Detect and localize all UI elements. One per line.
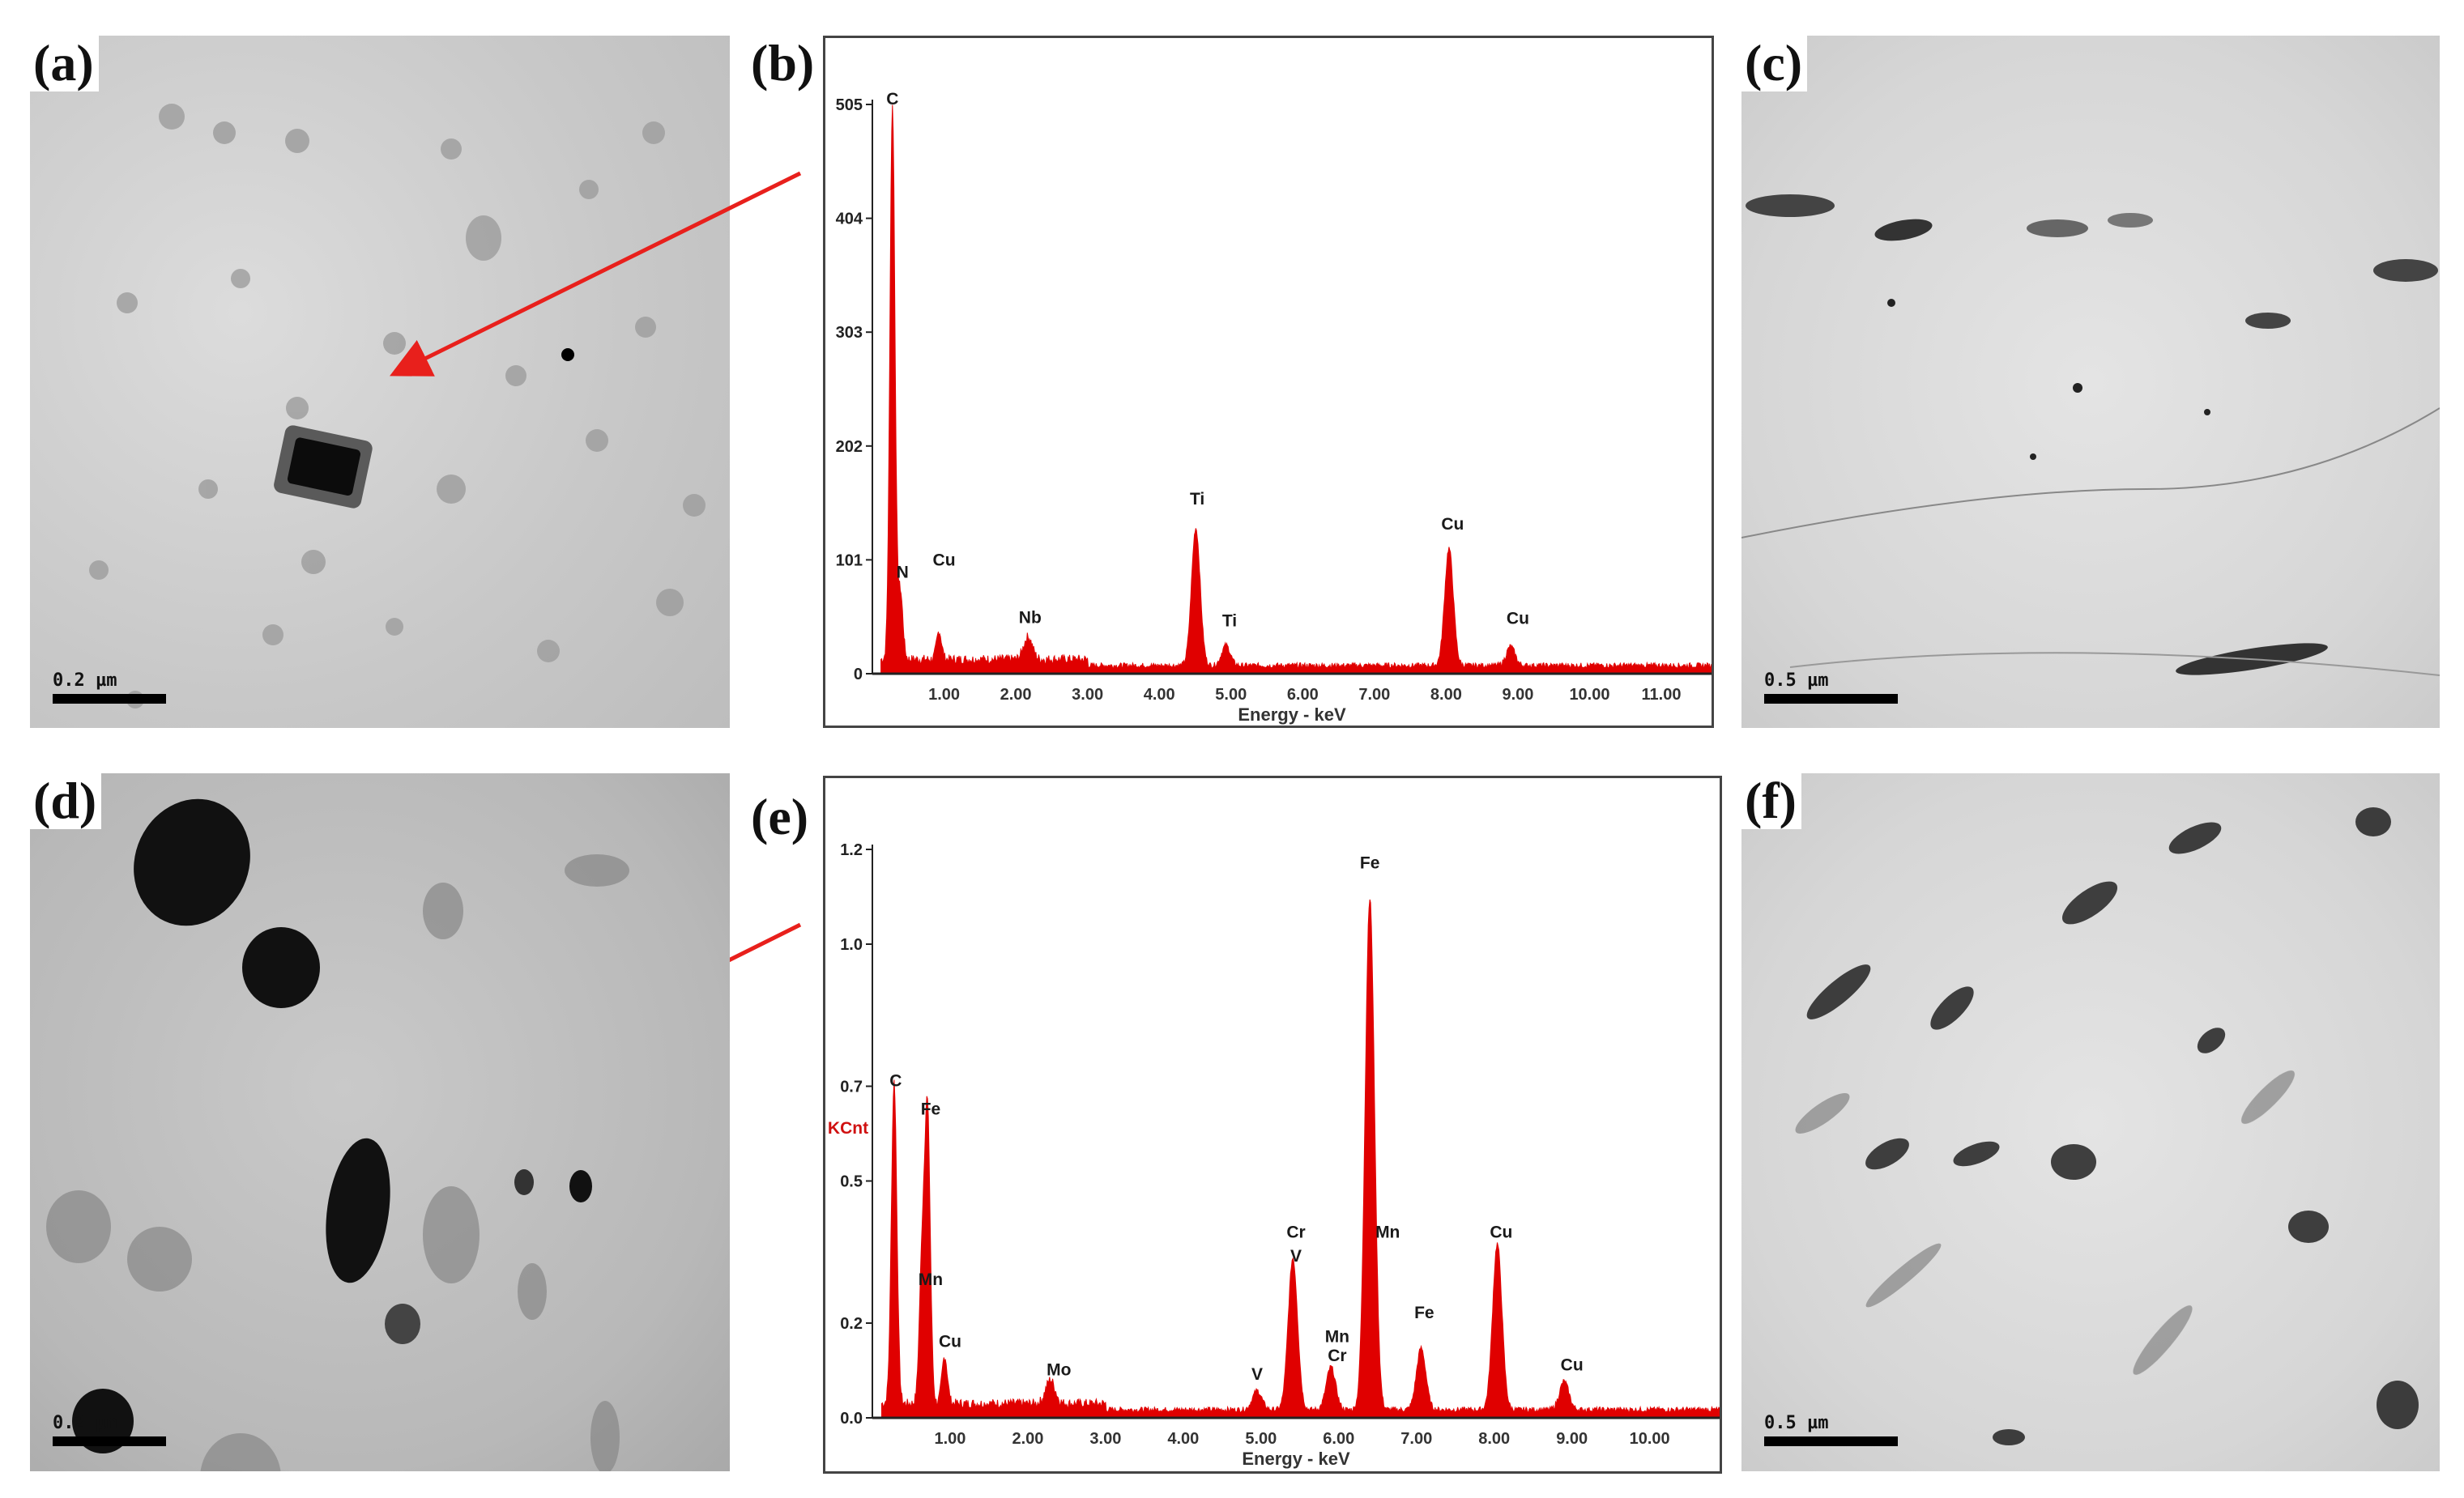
x-tick-label: 9.00: [1502, 686, 1533, 704]
x-tick-label: 8.00: [1478, 1430, 1510, 1448]
peak-label: Cr: [1328, 1347, 1346, 1365]
y-tick-label: 0.0: [840, 1410, 863, 1428]
scale-bar-d: 0.2 µm: [53, 1413, 166, 1446]
peak-label: Cu: [933, 551, 956, 569]
eds-spectrum-b: 0 101 202 303 404 505 1.00 2.00 3.00 4.00 5.00 6.00…: [823, 36, 1714, 728]
x-tick-label: 1.00: [934, 1430, 966, 1448]
peak-label: Cu: [939, 1332, 961, 1351]
eds-chart-b-svg: 0 101 202 303 404 505 1.00 2.00 3.00 4.00 5.00 6.00…: [836, 90, 1712, 725]
scale-bar-c: 0.5 µm: [1764, 670, 1898, 704]
panel-label-d: (d): [30, 773, 102, 830]
y-tick-label: 0.2: [840, 1315, 863, 1333]
peak-label: V: [1290, 1247, 1302, 1266]
x-tick-label: 2.00: [1012, 1430, 1043, 1448]
cuboid-precipitate: [274, 425, 373, 509]
peak-label: C: [889, 1072, 902, 1091]
eds-spectrum-e: 0.0 0.2 0.5 0.7 1.0 1.2 1.00 2.00 3.00 4.00 5.00 6.…: [823, 776, 1722, 1474]
peak-label: Ti: [1222, 612, 1237, 631]
peak-label: N: [897, 564, 909, 582]
peak-label: Cu: [1441, 515, 1464, 534]
peak-label: Ti: [1190, 490, 1204, 509]
y-tick-label: 202: [836, 438, 863, 456]
peak-label: Mn: [919, 1270, 943, 1289]
peak-label: Cu: [1507, 610, 1529, 628]
scale-bar-line-d: [53, 1436, 166, 1446]
eds-chart-e-svg: 0.0 0.2 0.5 0.7 1.0 1.2 1.00 2.00 3.00 4.00 5.00 6.…: [828, 841, 1720, 1469]
peak-label: Fe: [1360, 853, 1380, 872]
scale-bar-line-f: [1764, 1436, 1898, 1446]
x-tick-label: 4.00: [1167, 1430, 1199, 1448]
y-tick-label: 303: [836, 324, 863, 342]
tem-image-c: (c) 0.5 µm: [1741, 36, 2440, 728]
x-tick-label: 2.00: [1000, 686, 1032, 704]
y-tick-label: 0: [854, 666, 863, 683]
x-tick-label: 11.00: [1642, 686, 1682, 704]
peak-label: Fe: [1414, 1304, 1434, 1322]
panel-label-e: (e): [748, 789, 814, 846]
y-tick-label: 1.0: [840, 936, 863, 954]
y-tick-label: 0.7: [840, 1079, 863, 1096]
x-tick-label: 3.00: [1072, 686, 1103, 704]
x-tick-label: 5.00: [1215, 686, 1247, 704]
tem-image-f: (f) 0.5 µm: [1741, 773, 2440, 1471]
y-axis-label: KCnt: [828, 1119, 868, 1138]
x-tick-label: 9.00: [1556, 1430, 1588, 1448]
peak-label: Nb: [1019, 608, 1042, 627]
peak-label: Cu: [1561, 1356, 1584, 1375]
x-tick-label: 4.00: [1144, 686, 1175, 704]
x-tick-label: 6.00: [1287, 686, 1319, 704]
peak-label: Cu: [1490, 1224, 1512, 1242]
peak-label: Fe: [921, 1100, 941, 1119]
peak-label: Mn: [1375, 1224, 1400, 1242]
tem-image-d: (d) 0.2 µm: [30, 773, 730, 1471]
peak-label: V: [1251, 1365, 1263, 1384]
y-tick-label: 505: [836, 96, 863, 114]
x-tick-label: 7.00: [1400, 1430, 1432, 1448]
scale-bar-text-a: 0.2 µm: [53, 670, 117, 691]
tem-texture-f: [1795, 807, 2419, 1445]
scale-bar-line-a: [53, 694, 166, 704]
x-tick-label: 7.00: [1358, 686, 1390, 704]
panel-label-a: (a): [30, 36, 99, 92]
y-tick-label: 0.5: [840, 1173, 863, 1191]
panel-label-b: (b): [748, 36, 820, 92]
y-tick-label: 101: [836, 551, 863, 569]
panel-label-c: (c): [1741, 36, 1808, 92]
tem-texture-c: [1741, 194, 2440, 676]
spectrum-fill: [880, 899, 1720, 1419]
x-tick-label: 1.00: [928, 686, 960, 704]
peak-label: Cr: [1286, 1224, 1305, 1242]
peak-label: C: [886, 90, 898, 109]
scale-bar-text-f: 0.5 µm: [1764, 1413, 1829, 1433]
x-axis-label: Energy - keV: [1242, 1449, 1350, 1469]
tem-texture-d: [46, 798, 629, 1471]
tem-texture-a: [89, 104, 706, 709]
spectrum-fill: [880, 104, 1712, 675]
scale-bar-a: 0.2 µm: [53, 670, 166, 704]
peak-label: Mn: [1325, 1327, 1349, 1346]
scale-bar-text-c: 0.5 µm: [1764, 670, 1829, 691]
y-tick-label: 1.2: [840, 841, 863, 859]
x-tick-label: 3.00: [1089, 1430, 1121, 1448]
scale-bar-f: 0.5 µm: [1764, 1413, 1898, 1446]
tem-image-a: (a) 0.2 µm: [30, 36, 730, 728]
x-tick-label: 6.00: [1323, 1430, 1354, 1448]
scale-bar-line-c: [1764, 694, 1898, 704]
peak-label: Mo: [1047, 1360, 1071, 1379]
panel-label-f: (f): [1741, 773, 1801, 830]
x-tick-label: 8.00: [1430, 686, 1462, 704]
scale-bar-text-d: 0.2 µm: [53, 1413, 117, 1433]
y-tick-label: 404: [836, 211, 863, 228]
x-tick-label: 10.00: [1569, 686, 1609, 704]
x-axis-label: Energy - keV: [1238, 704, 1346, 725]
x-tick-label: 10.00: [1630, 1430, 1670, 1448]
x-tick-label: 5.00: [1245, 1430, 1277, 1448]
